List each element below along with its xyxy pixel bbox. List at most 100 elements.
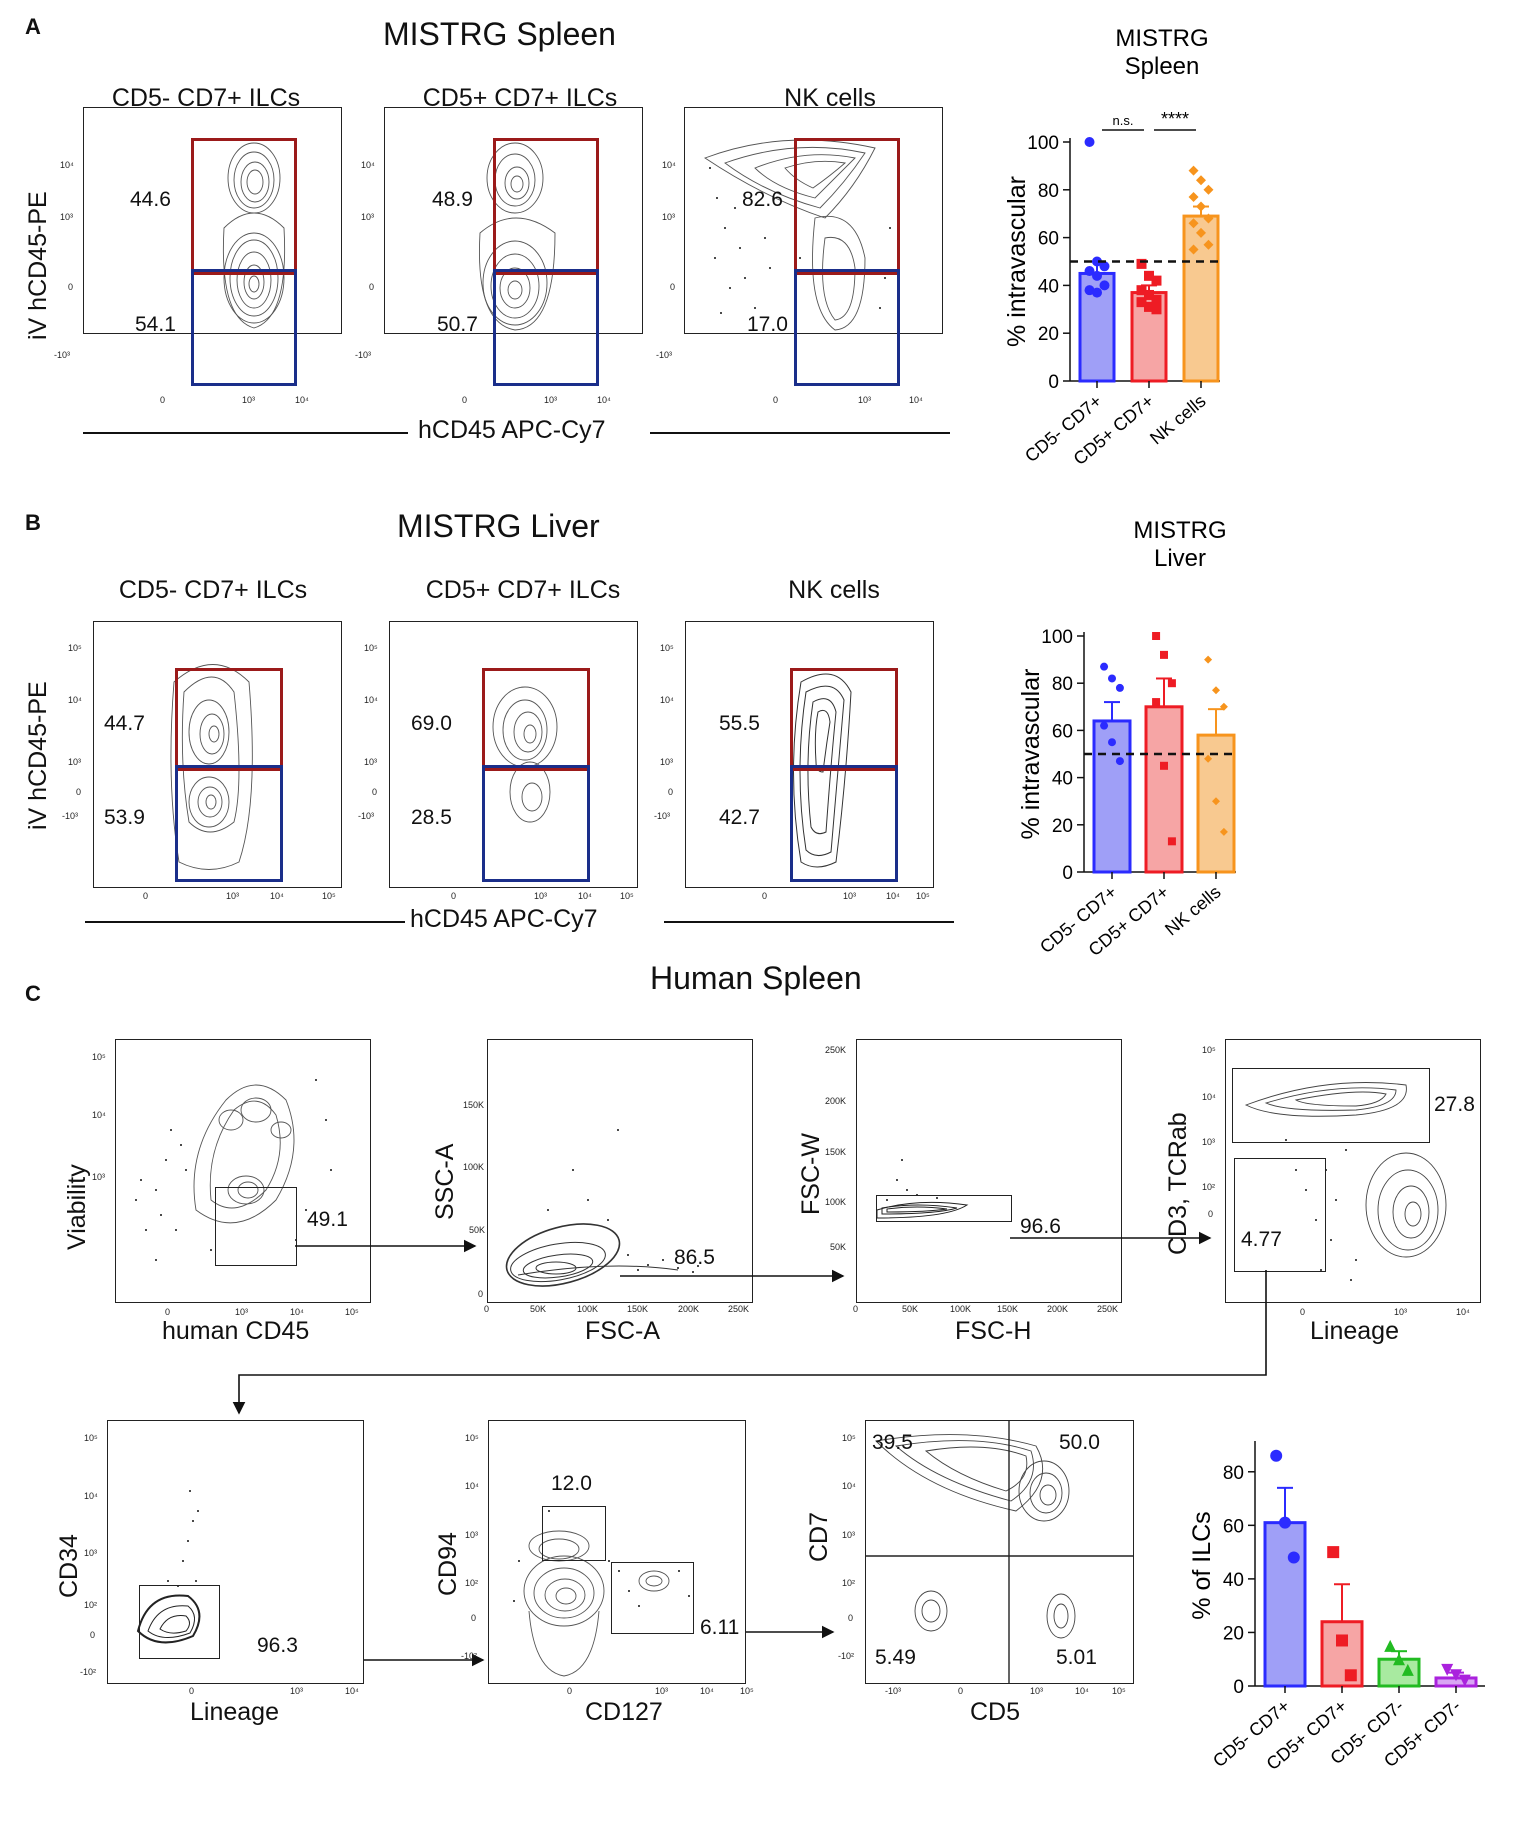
data-point xyxy=(1152,632,1161,640)
tick-label: 10⁴ xyxy=(60,160,74,170)
tick-label: 10⁴ xyxy=(1075,1686,1089,1696)
x-axis-rule xyxy=(85,921,405,923)
tick-label: 10³ xyxy=(843,891,857,901)
panel-a-flow-plot-1 xyxy=(83,107,342,334)
bar xyxy=(1182,214,1220,383)
tick-label: 10⁴ xyxy=(1202,1092,1216,1102)
tick-label: 0 xyxy=(68,282,74,292)
tick-label: 10³ xyxy=(842,1530,856,1540)
tick-label: -10³ xyxy=(654,811,671,821)
contour-density xyxy=(793,673,852,868)
tick-label: 0 xyxy=(848,1613,854,1623)
tick-label: 10⁴ xyxy=(465,1481,479,1491)
gate xyxy=(215,1187,297,1266)
tick-label: 100K xyxy=(577,1304,599,1314)
tick-label: 10⁴ xyxy=(700,1686,714,1696)
tick-label: 10⁴ xyxy=(295,395,309,405)
data-point xyxy=(1151,294,1162,305)
tick-label: 10³ xyxy=(242,395,256,405)
gate-value: 6.11 xyxy=(700,1616,740,1639)
gate-tissue xyxy=(790,765,898,882)
panel-b-x-label: hCD45 APC-Cy7 xyxy=(410,905,598,933)
data-point xyxy=(1287,1551,1300,1564)
panel-b-title: MISTRG Liver xyxy=(397,508,600,544)
tick-label: 10² xyxy=(84,1600,98,1610)
gate-intravascular xyxy=(794,138,900,275)
gate-intravascular xyxy=(482,668,590,771)
y-axis-label: % intravascular xyxy=(1003,176,1031,347)
bar xyxy=(1263,1521,1307,1688)
data-point xyxy=(1151,275,1162,286)
tick-label: 10⁴ xyxy=(597,395,611,405)
tick-label: -10³ xyxy=(62,811,79,821)
gating-plot-lineage xyxy=(1225,1039,1481,1303)
contour-density xyxy=(222,142,286,329)
tick-label: 10³ xyxy=(290,1686,304,1696)
gate-value: 54.1 xyxy=(135,313,176,336)
tick-label: 10² xyxy=(465,1578,479,1588)
gate-value: 53.9 xyxy=(104,806,145,829)
tick-label: 10³ xyxy=(68,757,82,767)
tick-label: 10⁴ xyxy=(270,891,284,901)
tick-label: 10⁴ xyxy=(578,891,592,901)
panel-a-x-label: hCD45 APC-Cy7 xyxy=(418,416,606,444)
tick-label: 50K xyxy=(902,1304,919,1314)
contour-density xyxy=(876,1159,969,1219)
contour-density xyxy=(170,664,253,870)
x-axis-label: Lineage xyxy=(190,1698,279,1726)
tick-label: 0 xyxy=(165,1307,171,1317)
y-tick-label: 100 xyxy=(1041,627,1073,648)
data-point xyxy=(1219,827,1228,836)
y-tick-label: 60 xyxy=(1052,721,1073,742)
data-point xyxy=(1270,1449,1283,1462)
gating-plot-viability xyxy=(115,1039,371,1303)
tick-label: 10³ xyxy=(361,212,375,222)
gate-value: 28.5 xyxy=(411,806,452,829)
gate-value: 17.0 xyxy=(747,313,788,336)
contour-density xyxy=(1244,1082,1447,1281)
tick-label: 10⁵ xyxy=(1112,1686,1126,1696)
gating-plot-cd94 xyxy=(488,1420,746,1684)
gate-value: 44.7 xyxy=(104,712,145,735)
tick-label: 10⁵ xyxy=(740,1686,754,1696)
contour-density xyxy=(866,1421,1133,1683)
tick-label: -10³ xyxy=(885,1686,902,1696)
y-tick-label: 100 xyxy=(1027,133,1059,154)
gate-tissue xyxy=(175,765,283,882)
tick-label: 10³ xyxy=(84,1548,98,1558)
x-axis-rule xyxy=(650,432,950,434)
tick-label: 10⁴ xyxy=(92,1110,106,1120)
contour-density xyxy=(704,139,891,331)
tick-label: 10⁴ xyxy=(290,1307,304,1317)
gate-value: 55.5 xyxy=(719,712,760,735)
chart-title: MISTRG xyxy=(1133,517,1226,544)
data-point xyxy=(1204,655,1213,664)
tick-label: 10⁵ xyxy=(916,891,930,901)
x-axis-label: CD127 xyxy=(585,1698,663,1726)
tick-label: 0 xyxy=(471,1613,477,1623)
tick-label: 10³ xyxy=(465,1530,479,1540)
x-axis-rule xyxy=(664,921,954,923)
data-point xyxy=(1160,761,1168,770)
data-point xyxy=(1099,261,1110,272)
data-point xyxy=(1092,256,1102,267)
gate xyxy=(1234,1158,1326,1272)
panel-letter-b: B xyxy=(25,510,41,535)
tick-label: 0 xyxy=(567,1686,573,1696)
gate xyxy=(1232,1068,1430,1143)
data-point xyxy=(1441,1663,1454,1676)
data-point xyxy=(1188,165,1199,176)
data-point xyxy=(1108,674,1116,683)
tick-label: 10⁴ xyxy=(1456,1307,1470,1317)
tick-label: 10³ xyxy=(544,395,558,405)
gate-value: 96.6 xyxy=(1020,1215,1061,1238)
tick-label: 10⁵ xyxy=(364,643,378,653)
tick-label: 10³ xyxy=(655,1686,669,1696)
tick-label: 10⁴ xyxy=(345,1686,359,1696)
panel-b-flow-plot-3 xyxy=(685,621,934,888)
gate-value: 4.77 xyxy=(1241,1228,1282,1251)
data-point xyxy=(1279,1516,1291,1529)
